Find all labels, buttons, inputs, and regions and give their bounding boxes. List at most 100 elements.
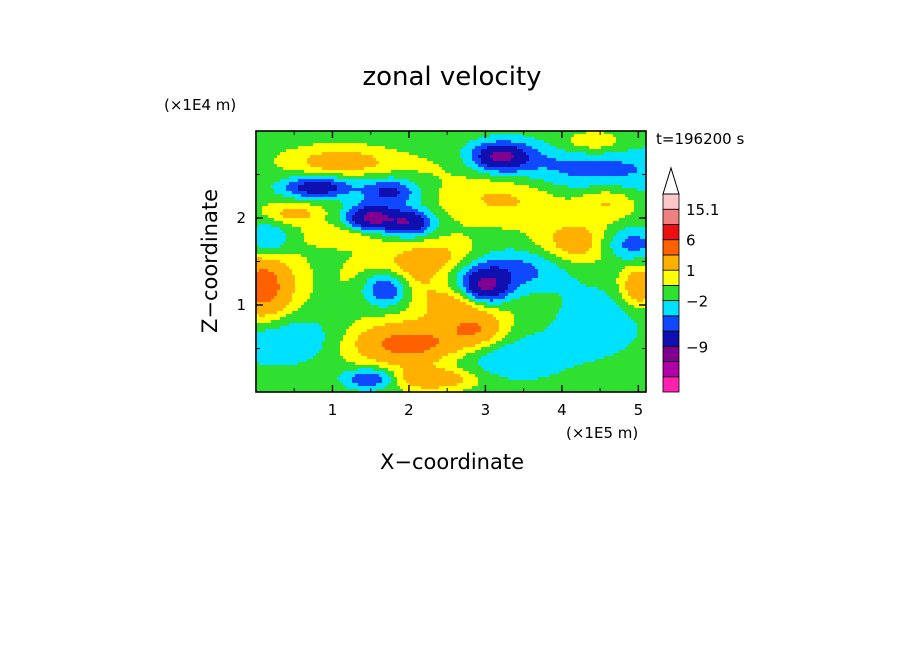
field-cell — [463, 158, 467, 162]
field-cell — [382, 227, 386, 231]
field-cell — [385, 239, 389, 243]
field-cell — [451, 167, 455, 171]
field-cell — [523, 203, 527, 207]
field-cell — [442, 134, 446, 138]
field-cell — [490, 182, 494, 186]
field-cell — [397, 134, 401, 138]
field-cell — [595, 209, 599, 213]
field-cell — [427, 131, 431, 135]
field-cell — [559, 218, 563, 222]
field-cell — [298, 209, 302, 213]
field-cell — [586, 149, 590, 153]
field-cell — [313, 164, 317, 168]
field-cell — [556, 164, 560, 168]
field-cell — [496, 218, 500, 222]
field-cell — [553, 164, 557, 168]
field-cell — [391, 137, 395, 141]
field-cell — [532, 158, 536, 162]
field-cell — [514, 212, 518, 216]
field-cell — [385, 173, 389, 177]
field-cell — [283, 188, 287, 192]
field-cell — [325, 161, 329, 165]
field-cell — [388, 176, 392, 180]
field-cell — [463, 176, 467, 180]
field-cell — [379, 179, 383, 183]
field-cell — [397, 155, 401, 159]
field-cell — [586, 146, 590, 150]
field-cell — [457, 170, 461, 174]
field-cell — [550, 227, 554, 231]
field-cell — [262, 194, 266, 198]
field-cell — [553, 227, 557, 231]
field-cell — [589, 152, 593, 156]
field-cell — [439, 230, 443, 234]
field-cell — [379, 149, 383, 153]
field-cell — [586, 197, 590, 201]
field-cell — [400, 218, 404, 222]
field-cell — [355, 227, 359, 231]
field-cell — [535, 134, 539, 138]
field-cell — [472, 179, 476, 183]
field-cell — [574, 194, 578, 198]
field-cell — [427, 206, 431, 210]
field-cell — [283, 173, 287, 177]
field-cell — [391, 167, 395, 171]
field-cell — [562, 197, 566, 201]
field-cell — [619, 155, 623, 159]
field-cell — [403, 206, 407, 210]
field-cell — [367, 173, 371, 177]
field-cell — [550, 218, 554, 222]
field-cell — [367, 218, 371, 222]
field-cell — [343, 230, 347, 234]
field-cell — [604, 161, 608, 165]
field-cell — [421, 143, 425, 147]
field-cell — [538, 242, 542, 246]
field-cell — [499, 224, 503, 228]
field-cell — [415, 161, 419, 165]
field-cell — [295, 191, 299, 195]
field-cell — [424, 149, 428, 153]
field-cell — [373, 242, 377, 246]
field-cell — [361, 209, 365, 213]
field-cell — [283, 191, 287, 195]
field-cell — [589, 173, 593, 177]
field-cell — [568, 221, 572, 225]
field-cell — [277, 140, 281, 144]
field-cell — [556, 161, 560, 165]
field-cell — [580, 161, 584, 165]
field-cell — [478, 188, 482, 192]
field-cell — [292, 149, 296, 153]
field-cell — [553, 230, 557, 234]
field-cell — [289, 197, 293, 201]
field-cell — [334, 143, 338, 147]
field-cell — [526, 152, 530, 156]
field-cell — [511, 170, 515, 174]
field-cell — [490, 221, 494, 225]
field-cell — [592, 137, 596, 141]
field-cell — [358, 170, 362, 174]
field-cell — [448, 233, 452, 237]
field-cell — [265, 233, 269, 237]
field-cell — [259, 209, 263, 213]
field-cell — [337, 170, 341, 174]
field-cell — [535, 200, 539, 204]
field-cell — [493, 194, 497, 198]
field-cell — [562, 167, 566, 171]
field-cell — [619, 227, 623, 231]
field-cell — [610, 233, 614, 237]
field-cell — [520, 218, 524, 222]
field-cell — [616, 224, 620, 228]
field-cell — [361, 173, 365, 177]
field-cell — [412, 173, 416, 177]
field-cell — [502, 182, 506, 186]
field-cell — [541, 146, 545, 150]
field-cell — [262, 227, 266, 231]
field-cell — [382, 236, 386, 240]
field-cell — [322, 188, 326, 192]
field-cell — [625, 137, 629, 141]
field-cell — [427, 194, 431, 198]
field-cell — [304, 236, 308, 240]
field-cell — [316, 185, 320, 189]
field-cell — [601, 158, 605, 162]
field-cell — [637, 137, 641, 141]
